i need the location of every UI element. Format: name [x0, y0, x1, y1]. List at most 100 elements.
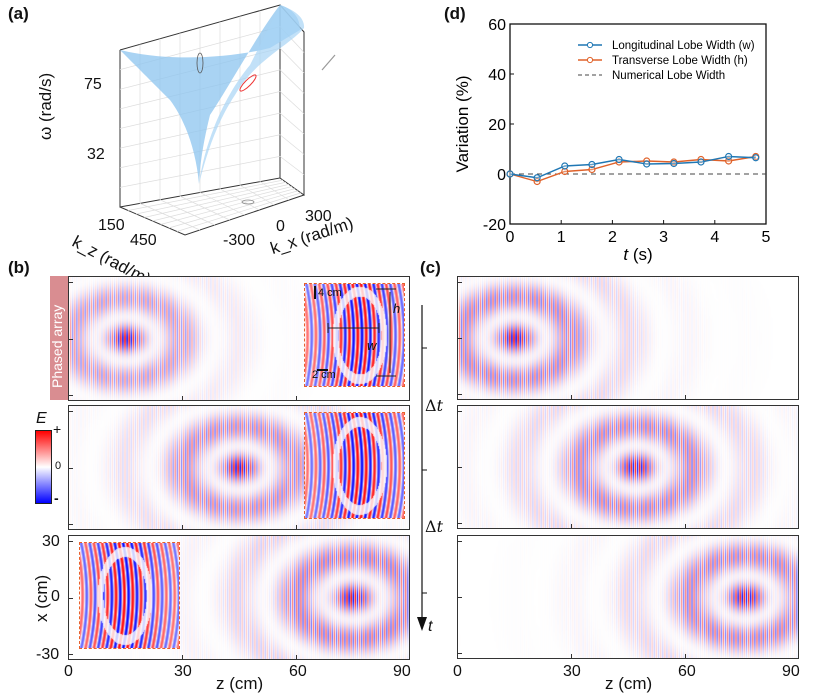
x-tick-label: 1: [557, 229, 566, 246]
y-tick: [458, 410, 462, 412]
data-point: [561, 162, 569, 170]
kx-tick-300: 300: [305, 208, 332, 225]
y-tick: [458, 281, 462, 283]
x-tick: [182, 396, 184, 400]
omega-tick-32: 32: [87, 146, 105, 163]
b-ylabel: x (cm): [32, 574, 51, 622]
x-tick-label: 0: [506, 229, 515, 246]
x-axis-title: t (s): [623, 245, 652, 264]
x-tick: [684, 654, 686, 658]
time-label: t: [428, 618, 433, 635]
data-point: [506, 170, 514, 178]
y-tick: [458, 597, 462, 598]
b-ytick-neg30: -30: [36, 646, 60, 663]
y-tick-label: 60: [488, 17, 506, 34]
zoom-inset-2: [304, 412, 405, 519]
y-tick: [69, 338, 73, 340]
legend-label: Transverse Lobe Width (h): [612, 55, 748, 67]
y-tick: [69, 524, 73, 526]
zoom-inset-1: [304, 283, 405, 387]
y-tick: [69, 540, 73, 542]
lobe-annotations: [314, 286, 396, 377]
c-xtick-30: 30: [563, 663, 581, 680]
intersection-ellipse: [239, 74, 257, 92]
y-tick-label: 0: [497, 167, 506, 184]
scale-2cm-label: 2 cm: [312, 369, 336, 381]
panel-c-label: (c): [420, 258, 441, 277]
scale-4cm-label: 4 cm: [318, 287, 342, 299]
omega-tick-75: 75: [84, 76, 102, 93]
c-xlabel: z (cm): [605, 674, 653, 693]
x-tick-label: 2: [608, 229, 617, 246]
colorbar-plus: +: [53, 421, 62, 437]
dispersion-surface-plot: [119, 4, 336, 236]
field-frame-c-3: [457, 535, 799, 659]
legend-marker: [586, 56, 594, 64]
x-tick: [571, 524, 573, 528]
legend-label: Longitudinal Lobe Width (w): [612, 40, 755, 52]
phased-array-bar: Phased array: [49, 276, 68, 400]
b-xlabel: z (cm): [216, 674, 264, 693]
dispersion-surface-front: [199, 5, 305, 184]
b-xtick-30: 30: [174, 663, 192, 680]
x-tick-label: 4: [710, 229, 719, 246]
omega-axis-title: ω (rad/s): [36, 72, 55, 140]
x-tick: [182, 525, 184, 529]
data-point: [588, 165, 596, 174]
x-tick: [684, 395, 686, 399]
series-line-transverse-lobe-width-h-: [509, 155, 756, 183]
b-xtick-90: 90: [393, 663, 411, 680]
c-xtick-60: 60: [678, 663, 696, 680]
data-point: [752, 154, 760, 162]
colorbar-title: E: [36, 410, 47, 427]
data-point: [725, 152, 733, 161]
field-frame-c-1: [457, 276, 799, 400]
kz-tick-150: 150: [98, 217, 125, 234]
colorbar-zero: 0: [55, 460, 62, 472]
panel-d-label: (d): [444, 4, 466, 23]
y-tick: [69, 281, 73, 283]
data-point: [697, 158, 705, 166]
y-tick: [69, 395, 73, 397]
b-xtick-60: 60: [289, 663, 307, 680]
x-tick: [571, 395, 573, 399]
y-tick: [458, 523, 462, 525]
series-line-longitudinal-lobe-width-w-: [509, 155, 756, 179]
x-tick: [182, 655, 184, 659]
y-tick: [69, 597, 73, 599]
kx-tick-neg300: -300: [223, 232, 256, 249]
w-label: w: [367, 338, 377, 353]
y-tick: [458, 338, 462, 339]
y-tick: [458, 394, 462, 396]
y-tick-label: 20: [488, 117, 506, 134]
h-label: h: [393, 301, 401, 316]
data-point: [588, 160, 596, 169]
legend-label: Numerical Lobe Width: [612, 70, 725, 82]
b-ytick-0: 0: [51, 588, 60, 605]
time-arrow-head: [417, 617, 427, 631]
b-ytick-30: 30: [42, 533, 60, 550]
colorbar: [35, 430, 52, 504]
x-tick: [571, 654, 573, 658]
x-tick: [295, 396, 297, 400]
x-tick: [295, 525, 297, 529]
delta-t-2: Δt: [425, 517, 443, 536]
x-tick-label: 5: [762, 229, 771, 246]
field-frame-c-2: [457, 405, 799, 529]
time-axis: [417, 305, 427, 631]
y-tick-label: 40: [488, 67, 506, 84]
dispersion-surface: [120, 5, 300, 184]
phased-array-label: Phased array: [49, 304, 65, 388]
panel-a-label: (a): [8, 4, 29, 23]
c-xtick-0: 0: [453, 663, 462, 680]
projection-line-side: [321, 54, 336, 71]
y-tick: [458, 653, 462, 655]
data-point: [670, 159, 678, 168]
legend-marker: [586, 41, 594, 49]
x-tick: [684, 524, 686, 528]
y-tick: [69, 654, 73, 656]
kz-tick-450: 450: [130, 232, 157, 249]
y-tick: [69, 410, 73, 412]
y-tick: [69, 467, 73, 469]
